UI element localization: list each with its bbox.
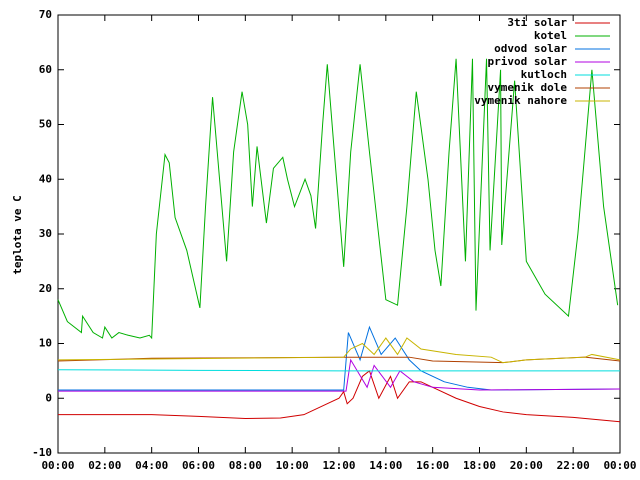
legend-label: privod solar <box>488 55 568 68</box>
y-tick-label: 60 <box>39 63 52 76</box>
series-line <box>58 325 621 391</box>
series-line <box>57 58 619 340</box>
x-tick-label: 00:00 <box>603 459 636 472</box>
x-tick-label: 08:00 <box>229 459 262 472</box>
legend-label: 3ti solar <box>507 16 567 29</box>
y-tick-label: 20 <box>39 282 52 295</box>
x-tick-label: 16:00 <box>416 459 449 472</box>
x-tick-label: 22:00 <box>557 459 590 472</box>
x-tick-label: 20:00 <box>510 459 543 472</box>
legend-label: vymenik dole <box>488 81 568 94</box>
y-tick-label: 40 <box>39 172 52 185</box>
legend-label: vymenik nahore <box>474 94 567 107</box>
x-tick-label: 10:00 <box>276 459 309 472</box>
x-tick-label: 04:00 <box>135 459 168 472</box>
legend-label: kutloch <box>521 68 567 81</box>
x-tick-label: 06:00 <box>182 459 215 472</box>
y-tick-label: 10 <box>39 337 52 350</box>
y-tick-label: 30 <box>39 227 52 240</box>
y-tick-label: -10 <box>32 446 52 459</box>
x-tick-label: 18:00 <box>463 459 496 472</box>
y-tick-label: 0 <box>45 391 52 404</box>
legend-label: kotel <box>534 29 567 42</box>
legend-label: odvod solar <box>494 42 567 55</box>
series-line <box>58 370 621 423</box>
series-line <box>57 369 620 372</box>
x-tick-label: 14:00 <box>369 459 402 472</box>
x-tick-label: 00:00 <box>41 459 74 472</box>
x-tick-label: 12:00 <box>322 459 355 472</box>
series-line <box>58 358 621 392</box>
y-axis-label: teplota ve C <box>11 195 24 274</box>
y-tick-label: 50 <box>39 118 52 131</box>
x-tick-label: 02:00 <box>88 459 121 472</box>
series-line <box>57 337 621 364</box>
y-tick-label: 70 <box>39 8 52 21</box>
